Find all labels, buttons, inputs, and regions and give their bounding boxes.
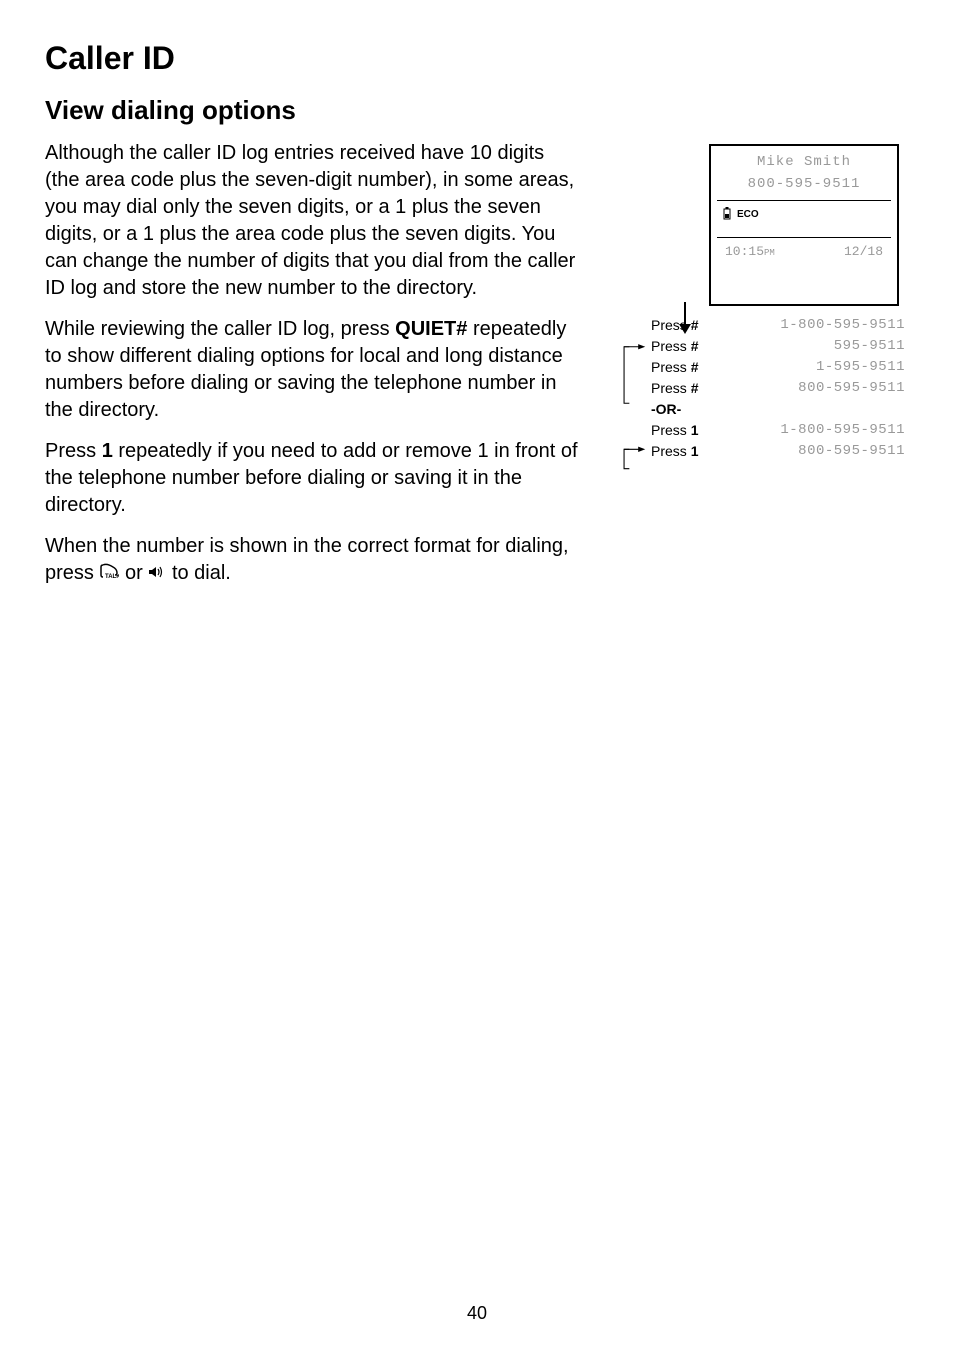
press-key: #	[691, 338, 699, 354]
arrow-cell	[617, 419, 651, 440]
press-row-hash-4: Press # 800-595-9511	[617, 377, 909, 398]
arrow-cell	[617, 356, 651, 377]
display-divider-2	[717, 237, 891, 238]
press-text: Press	[651, 422, 691, 438]
press-label: Press #	[651, 380, 711, 396]
press-text: Press	[651, 338, 691, 354]
display-caller-number: 800-595-9511	[717, 176, 891, 192]
press-row-hash-2: Press # 595-9511	[617, 335, 909, 356]
press-label: Press #	[651, 359, 711, 375]
quiet-button-label: QUIET#	[395, 318, 467, 340]
arrow-cell	[617, 440, 651, 461]
paragraph-2: While reviewing the caller ID log, press…	[45, 316, 579, 424]
press-text: Press	[651, 380, 691, 396]
display-date: 12/18	[844, 244, 883, 259]
press-label: Press 1	[651, 443, 711, 459]
press-text: Press	[651, 443, 691, 459]
section-subtitle: View dialing options	[45, 95, 909, 126]
p2-prefix: While reviewing the caller ID log, press	[45, 318, 395, 340]
eco-row: ECO	[717, 207, 891, 221]
time-row: 10:15PM 12/18	[717, 244, 891, 259]
press-label: Press #	[651, 338, 711, 354]
time-value: 10:15	[725, 244, 764, 259]
page-title: Caller ID	[45, 40, 909, 77]
text-column: Although the caller ID log entries recei…	[45, 140, 579, 601]
down-arrow-icon	[677, 302, 693, 334]
svg-text:TALK: TALK	[105, 574, 119, 579]
press-row-one-2: Press 1 800-595-9511	[617, 440, 909, 461]
display-time: 10:15PM	[725, 244, 775, 259]
paragraph-1: Although the caller ID log entries recei…	[45, 140, 579, 302]
arrow-cell	[617, 377, 651, 398]
paragraph-4: When the number is shown in the correct …	[45, 533, 579, 587]
battery-icon	[721, 207, 733, 221]
p3-prefix: Press	[45, 440, 102, 462]
or-text: or	[125, 562, 148, 584]
display-caller-name: Mike Smith	[717, 154, 891, 170]
time-period: PM	[764, 248, 775, 258]
arrow-cell	[617, 314, 651, 335]
press-key: #	[691, 380, 699, 396]
press-row-hash-1: Press # 1-800-595-9511	[617, 314, 909, 335]
diagram-column: Mike Smith 800-595-9511 ECO 10:15PM	[609, 140, 909, 601]
phone-display: Mike Smith 800-595-9511 ECO 10:15PM	[709, 144, 899, 306]
content-area: Although the caller ID log entries recei…	[45, 140, 909, 601]
press-row-one-1: Press 1 1-800-595-9511	[617, 419, 909, 440]
dial-number: 595-9511	[711, 338, 909, 354]
speaker-icon	[148, 560, 166, 587]
or-label: -OR-	[617, 398, 909, 419]
phone-icon: TALK	[99, 560, 119, 587]
press-list: Press # 1-800-595-9511 Press # 595-9511 …	[617, 314, 909, 461]
press-key: #	[691, 359, 699, 375]
eco-label: ECO	[737, 209, 759, 220]
display-divider-1	[717, 200, 891, 201]
press-row-hash-3: Press # 1-595-9511	[617, 356, 909, 377]
press-text: Press	[651, 359, 691, 375]
dial-number: 800-595-9511	[711, 380, 909, 396]
press-key: 1	[691, 422, 699, 438]
press-key: 1	[691, 443, 699, 459]
dial-number: 1-800-595-9511	[711, 422, 909, 438]
p3-suffix: repeatedly if you need to add or remove …	[45, 440, 578, 516]
dial-number: 1-595-9511	[711, 359, 909, 375]
p4-prefix: When the number is shown in the correct …	[45, 535, 569, 584]
dial-number: 1-800-595-9511	[711, 317, 909, 333]
paragraph-3: Press 1 repeatedly if you need to add or…	[45, 438, 579, 519]
p4-suffix: to dial.	[172, 562, 231, 584]
dial-number: 800-595-9511	[711, 443, 909, 459]
arrow-cell	[617, 335, 651, 356]
key-1-label: 1	[102, 440, 113, 462]
press-label: Press 1	[651, 422, 711, 438]
page-number: 40	[467, 1303, 487, 1324]
